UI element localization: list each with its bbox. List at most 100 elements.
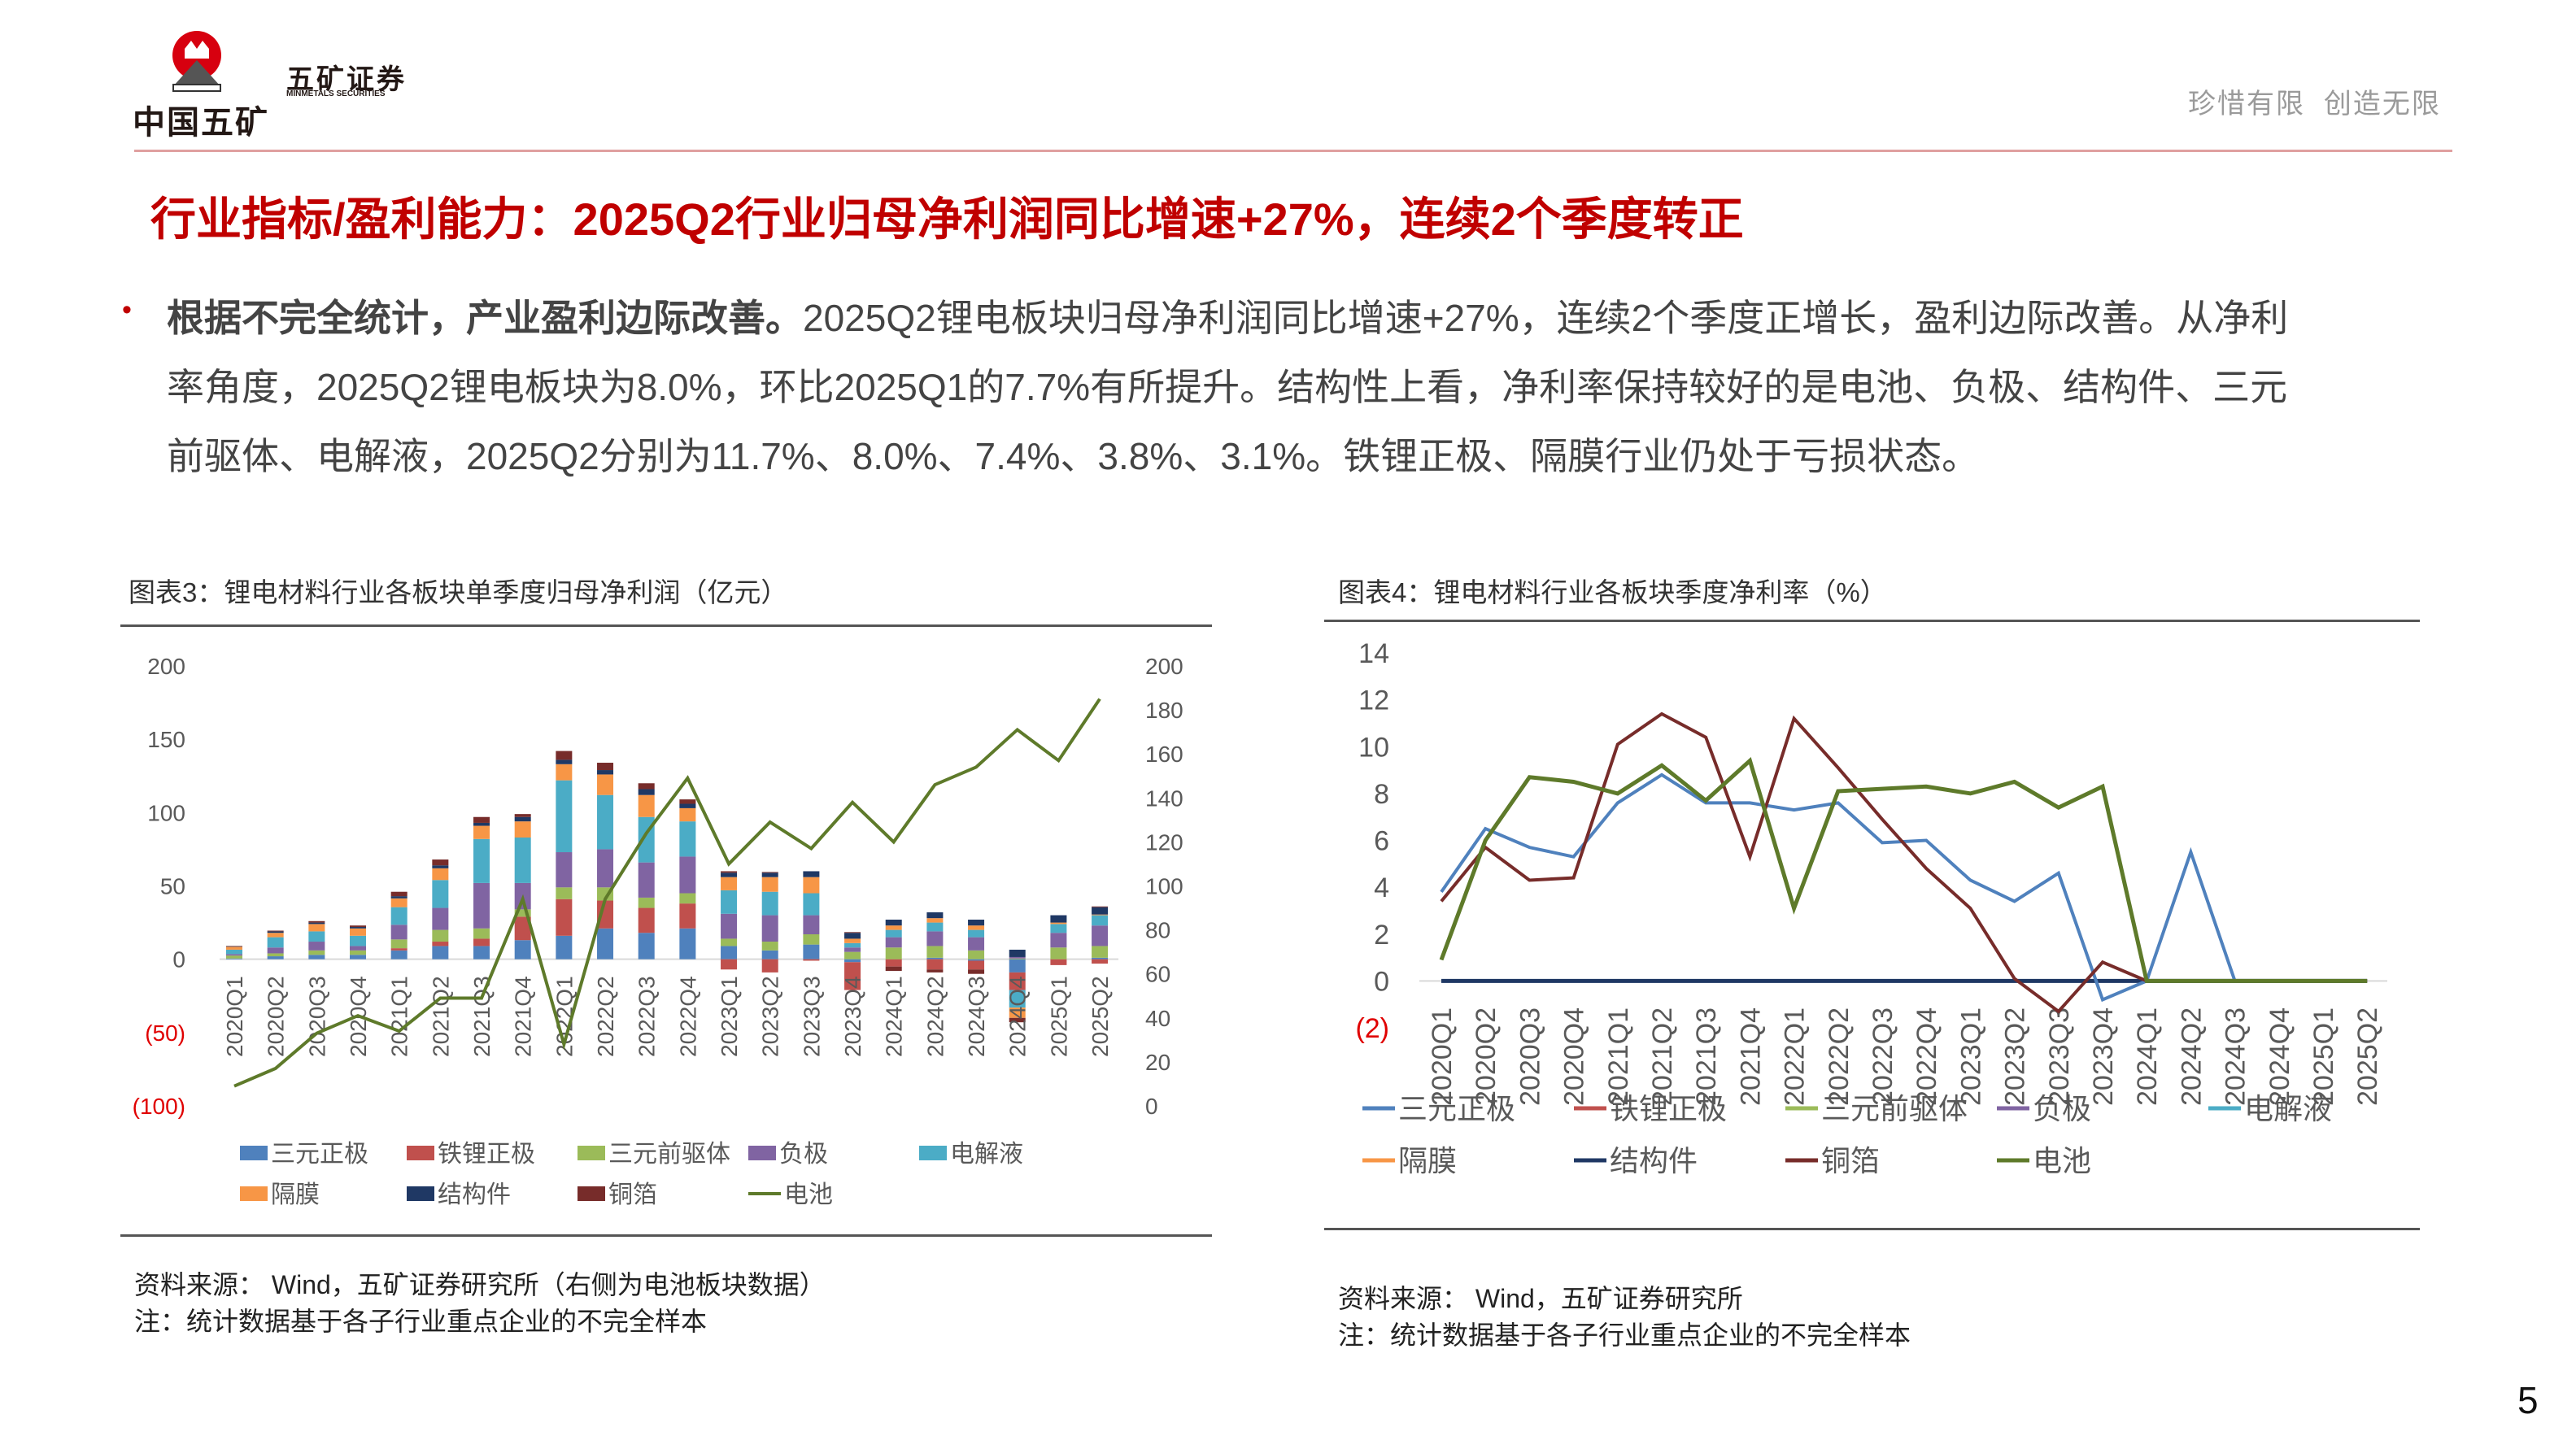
legend-label-三元正极: 三元正极 xyxy=(1398,1092,1515,1125)
bar-segment-隔膜 xyxy=(968,925,985,930)
bar-segment-结构件 xyxy=(926,912,944,919)
bar-segment-隔膜 xyxy=(844,938,861,943)
bar-segment-负极 xyxy=(226,954,242,956)
bar-segment-三元正极 xyxy=(638,933,655,959)
page-title: 行业指标/盈利能力：2025Q2行业归母净利润同比增速+27%，连续2个季度转正 xyxy=(150,194,1744,245)
header-divider xyxy=(134,150,2452,152)
bar-segment-三元正极 xyxy=(432,946,449,959)
legend-label-铁锂正极: 铁锂正极 xyxy=(1610,1092,1727,1125)
legend-swatch-三元前驱体 xyxy=(578,1146,605,1160)
bullet-icon: • xyxy=(122,294,132,325)
bar-segment-结构件 xyxy=(473,822,490,826)
x-tick-label: 2022Q4 xyxy=(1911,1007,1942,1106)
brand-name-en: MINMETALS SECURITIES xyxy=(286,89,386,98)
bar-segment-三元前驱体 xyxy=(803,934,820,945)
x-tick-label: 2022Q2 xyxy=(593,976,618,1057)
bar-segment-负极 xyxy=(721,913,738,939)
bar-segment-隔膜 xyxy=(390,898,408,907)
legend-label-三元前驱体: 三元前驱体 xyxy=(1821,1092,1968,1125)
x-tick-label: 2024Q2 xyxy=(2176,1007,2207,1106)
x-tick-label: 2022Q3 xyxy=(634,976,660,1057)
left-chart-top-rule xyxy=(120,624,1212,627)
right-y-tick: 80 xyxy=(1145,918,1170,943)
bar-segment-隔膜 xyxy=(350,928,367,936)
bar-segment-结构件 xyxy=(679,803,696,808)
bar-segment-铜箔 xyxy=(350,925,367,927)
bar-segment-三元正极 xyxy=(968,959,985,961)
body-bold-lead: 根据不完全统计，产业盈利边际改善。 xyxy=(167,297,803,339)
left-y-tick: 0 xyxy=(172,947,185,973)
right-y-tick: 200 xyxy=(1145,654,1183,679)
x-tick-label: 2025Q1 xyxy=(1046,976,1071,1057)
x-tick-label: 2023Q1 xyxy=(717,976,742,1057)
bar-segment-三元正极 xyxy=(844,959,861,963)
bar-segment-铁锂正极 xyxy=(556,899,573,936)
bar-segment-电解液 xyxy=(473,838,490,883)
bar-segment-三元前驱体 xyxy=(638,897,655,908)
legend-swatch-负极 xyxy=(748,1146,776,1160)
legend-label-负极: 负极 xyxy=(2033,1092,2091,1125)
bar-segment-三元前驱体 xyxy=(473,928,490,939)
right-y-tick: 160 xyxy=(1145,742,1183,767)
bar-segment-铜箔 xyxy=(308,920,325,923)
bar-segment-电解液 xyxy=(597,794,614,850)
bar-segment-电解液 xyxy=(556,780,573,853)
x-tick-label: 2024Q2 xyxy=(922,976,948,1057)
bar-segment-电解液 xyxy=(308,931,325,942)
bar-segment-隔膜 xyxy=(226,946,242,950)
series-line-铜箔 xyxy=(1440,711,2368,1014)
body-line-1-rest: 2025Q2锂电板块归母净利润同比增速+27%，连续2个季度正增长，盈利边际改善… xyxy=(803,297,2289,339)
legend-label-铜箔: 铜箔 xyxy=(608,1181,657,1208)
bar-segment-负极 xyxy=(885,937,902,948)
bar-segment-电解液 xyxy=(1092,915,1109,926)
bar-segment-隔膜 xyxy=(1050,922,1067,925)
bar-segment-隔膜 xyxy=(885,925,902,930)
bar-segment-三元正极 xyxy=(514,940,531,959)
right-line-chart: 14 12 10 8 6 4 2 0 (2) 2020Q1 2020Q2 2020Q3 2020Q4 20… xyxy=(1355,638,2387,1177)
bar-segment-负极 xyxy=(1092,925,1109,946)
x-tick-label: 2021Q4 xyxy=(1735,1007,1766,1106)
bar-segment-三元正极 xyxy=(390,950,408,959)
x-tick-label: 2021Q4 xyxy=(511,976,536,1057)
bar-segment-结构件 xyxy=(226,946,242,947)
legend-label-三元前驱体: 三元前驱体 xyxy=(608,1141,730,1168)
bar-segment-三元前驱体 xyxy=(926,946,944,958)
x-tick-label: 2025Q1 xyxy=(2308,1007,2339,1106)
bar-segment-三元前驱体 xyxy=(1092,946,1109,958)
bar-segment-隔膜 xyxy=(1092,914,1109,916)
bar-segment-铜箔 xyxy=(721,871,738,873)
x-tick-label: 2023Q3 xyxy=(799,976,824,1057)
bar-segment-铜箔 xyxy=(390,891,408,897)
bar-segment-结构件 xyxy=(308,922,325,925)
bar-segment-负极 xyxy=(350,946,367,951)
bar-segment-三元前驱体 xyxy=(432,929,449,942)
left-note: 注：统计数据基于各子行业重点企业的不完全样本 xyxy=(134,1307,708,1336)
bar-segment-三元前驱体 xyxy=(514,909,531,917)
bar-segment-铁锂正极 xyxy=(679,903,696,929)
bar-segment-隔膜 xyxy=(679,807,696,822)
slogan: 珍惜有限 创造无限 xyxy=(2188,89,2441,120)
x-tick-label: 2024Q3 xyxy=(2221,1007,2251,1106)
x-tick-label: 2021Q2 xyxy=(1647,1007,1678,1106)
x-tick-label: 2024Q3 xyxy=(964,976,989,1057)
y-tick: 0 xyxy=(1374,966,1389,997)
bar-segment-铜箔 xyxy=(926,969,944,973)
x-tick-label: 2021Q1 xyxy=(1603,1007,1634,1106)
bar-segment-隔膜 xyxy=(597,774,614,795)
legend-label-三元正极: 三元正极 xyxy=(271,1141,368,1168)
bar-segment-铜箔 xyxy=(885,966,902,972)
minmetals-emblem-logo xyxy=(172,31,221,92)
right-chart-top-rule xyxy=(1324,620,2420,622)
bar-segment-负极 xyxy=(968,937,985,951)
bar-segment-负极 xyxy=(679,856,696,894)
bar-segment-电解液 xyxy=(926,922,944,932)
y-tick: 8 xyxy=(1374,779,1389,810)
legend-label-隔膜: 隔膜 xyxy=(1398,1144,1457,1177)
bar-segment-结构件 xyxy=(390,896,408,899)
bar-segment-结构件 xyxy=(844,933,861,939)
x-tick-label: 2023Q1 xyxy=(1955,1007,1986,1106)
right-y-tick: 120 xyxy=(1145,829,1183,855)
bar-segment-负极 xyxy=(1050,933,1067,948)
bar-segment-隔膜 xyxy=(556,764,573,781)
left-y-tick: 100 xyxy=(147,800,185,825)
